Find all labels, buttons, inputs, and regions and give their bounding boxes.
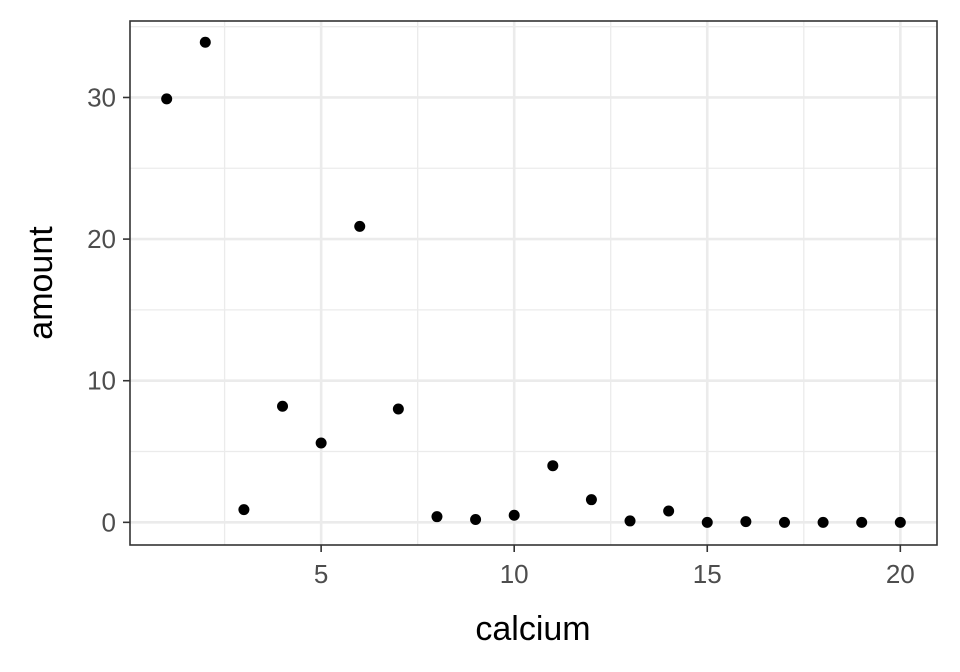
y-tick-label: 10 [87,366,116,396]
data-point [778,516,790,528]
data-point [392,403,404,415]
y-tick-label: 30 [87,82,116,112]
data-point [663,505,675,517]
data-point [199,36,211,48]
data-point [856,516,868,528]
data-point [238,504,250,516]
x-tick-label: 15 [693,559,722,589]
plot-panel [130,21,937,545]
data-point [431,511,443,523]
x-axis-ticks: 5 10 15 20 [314,545,915,589]
minor-gridlines [130,21,937,545]
data-point [547,460,559,472]
data-points [161,36,906,528]
data-point [894,516,906,528]
data-point [470,514,482,526]
major-gridlines [130,21,937,545]
x-axis-title: calcium [475,610,590,648]
y-axis-ticks: 0 10 20 30 [87,82,130,537]
data-point [817,516,829,528]
data-point [277,400,289,412]
plot-border [129,20,938,546]
y-tick-label: 20 [87,224,116,254]
x-tick-label: 20 [886,559,915,589]
data-point [315,437,327,449]
data-point [354,220,366,232]
data-point [161,93,173,105]
y-axis-title: amount [22,226,60,340]
data-point [585,494,597,506]
data-point [624,515,636,527]
data-point [508,509,520,521]
x-tick-label: 5 [314,559,328,589]
y-tick-label: 0 [102,507,116,537]
x-tick-label: 10 [500,559,529,589]
data-point [701,516,713,528]
data-point [740,516,752,528]
